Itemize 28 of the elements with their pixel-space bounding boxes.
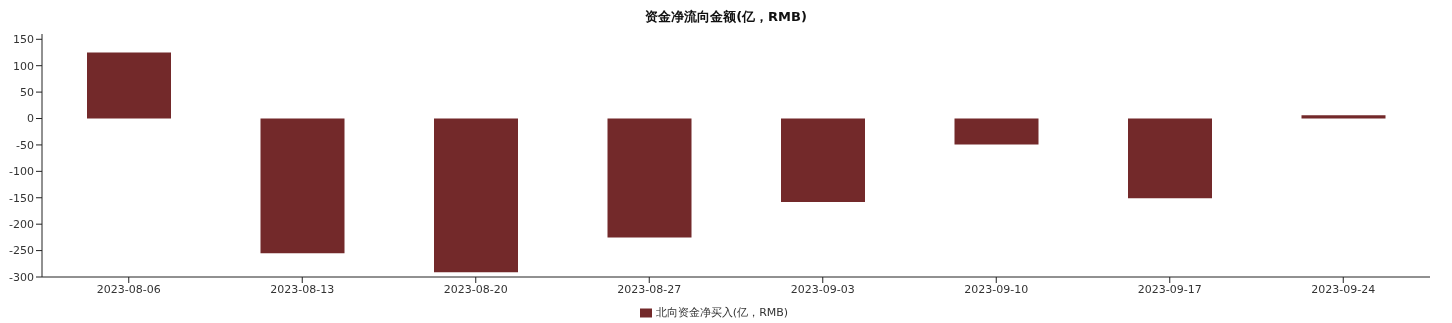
- bar: [954, 118, 1039, 145]
- bar: [260, 118, 345, 254]
- x-tick-label: 2023-08-20: [443, 282, 508, 296]
- bar: [1301, 115, 1386, 119]
- x-tick-label: 2023-08-06: [96, 282, 161, 296]
- y-tick-label: -100: [9, 165, 34, 179]
- chart-title: 资金净流向金额(亿，RMB): [644, 8, 808, 26]
- y-tick-label: -50: [16, 138, 34, 152]
- y-tick-label: 50: [20, 86, 34, 100]
- bar: [434, 118, 518, 273]
- bar: [87, 52, 171, 119]
- y-tick-label: 0: [27, 112, 34, 126]
- y-tick-label: 150: [13, 33, 34, 47]
- y-tick-label: -300: [9, 270, 34, 284]
- x-tick-label: 2023-08-27: [617, 282, 682, 296]
- x-tick-label: 2023-09-03: [790, 282, 855, 296]
- x-tick-label: 2023-09-17: [1137, 282, 1202, 296]
- y-tick-label: -200: [9, 218, 34, 232]
- x-tick-label: 2023-09-10: [964, 282, 1029, 296]
- x-tick-label: 2023-08-13: [270, 282, 335, 296]
- x-tick-label: 2023-09-24: [1311, 282, 1376, 296]
- y-tick-label: -250: [9, 244, 34, 258]
- legend-label: 北向资金净买入(亿，RMB): [655, 306, 789, 319]
- bar: [607, 118, 692, 238]
- bar: [781, 118, 865, 202]
- y-tick-label: 100: [13, 59, 34, 73]
- y-tick-label: -150: [9, 191, 34, 205]
- bar: [1128, 118, 1212, 199]
